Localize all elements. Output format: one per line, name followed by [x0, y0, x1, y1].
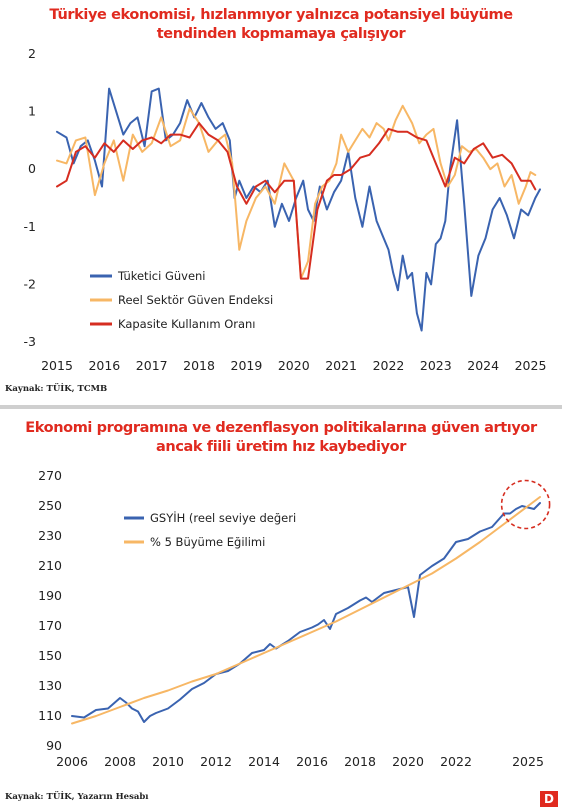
chart1-legend-label-2: Kapasite Kullanım Oranı: [118, 317, 256, 331]
chart2-y-tick-5: 170: [38, 618, 62, 633]
chart1-y-tick-2: 0: [28, 161, 36, 176]
chart2-y-tick-2: 230: [38, 528, 62, 543]
chart2-x-tick-0: 2006: [56, 754, 88, 769]
chart2-legend-label-0: GSYİH (reel seviye değeri: [150, 510, 296, 525]
chart2-y-tick-6: 150: [38, 648, 62, 663]
chart-divider: [0, 405, 562, 409]
chart1-x-tick-3: 2018: [183, 358, 215, 373]
chart1-legend-label-1: Reel Sektör Güven Endeksi: [118, 293, 273, 307]
chart2-title-line2: ancak fiili üretim hız kaybediyor: [156, 439, 406, 455]
chart2-y-tick-9: 90: [46, 738, 62, 753]
chart1-title-line2: tendinden kopmamaya çalışıyor: [156, 26, 406, 42]
chart1-x-tick-10: 2025: [515, 358, 547, 373]
chart2-x-tick-2: 2010: [152, 754, 184, 769]
chart1-y-tick-4: -2: [24, 276, 36, 291]
chart1-y-tick-3: -1: [24, 219, 36, 234]
chart1-x-tick-8: 2023: [420, 358, 452, 373]
chart1-x-tick-9: 2024: [467, 358, 499, 373]
chart1-x-tick-4: 2019: [231, 358, 263, 373]
chart2-legend-label-1: % 5 Büyüme Eğilimi: [150, 535, 265, 549]
chart1-x-tick-6: 2021: [325, 358, 357, 373]
chart2-x-tick-5: 2016: [296, 754, 328, 769]
chart2-series-line-1: [71, 496, 541, 725]
chart1-svg: 2 1 0 -1 -2 -3 2015 2016 2017 2018 2019 2020 2021 202…: [24, 46, 547, 373]
chart1-x-tick-5: 2020: [278, 358, 310, 373]
chart1-x-tick-0: 2015: [41, 358, 73, 373]
chart1-y-tick-1: 1: [28, 104, 36, 119]
chart2-title: Ekonomi programına ve dezenflasyon polit…: [0, 419, 562, 457]
chart2-x-tick-1: 2008: [104, 754, 136, 769]
chart1-y-tick-5: -3: [24, 334, 36, 349]
chart2-x-tick-6: 2018: [344, 754, 376, 769]
chart2-y-tick-1: 250: [38, 498, 62, 513]
chart2-title-line1: Ekonomi programına ve dezenflasyon polit…: [25, 420, 537, 436]
chart2-y-tick-8: 110: [38, 708, 62, 723]
chart2-x-tick-3: 2012: [200, 754, 232, 769]
chart2-highlight-circle: [500, 479, 551, 530]
chart2-x-tick-9: 2025: [512, 754, 544, 769]
chart1-legend-label-0: Tüketici Güveni: [117, 269, 206, 283]
chart1-title: Türkiye ekonomisi, hızlanmıyor yalnızca …: [0, 6, 562, 44]
chart1-y-tick-0: 2: [28, 46, 36, 61]
chart1-x-tick-2: 2017: [136, 358, 168, 373]
chart2-x-tick-4: 2014: [248, 754, 280, 769]
chart2-y-tick-3: 210: [38, 558, 62, 573]
chart2-y-tick-4: 190: [38, 588, 62, 603]
chart1-x-tick-7: 2022: [373, 358, 405, 373]
chart2-x-tick-8: 2022: [440, 754, 472, 769]
chart2-source: Kaynak: TÜİK, Yazarın Hesabı: [5, 792, 149, 802]
chart2-y-tick-7: 130: [38, 678, 62, 693]
publisher-logo: D: [540, 791, 558, 807]
chart1-x-tick-1: 2016: [88, 358, 120, 373]
chart1-source: Kaynak: TÜİK, TCMB: [5, 384, 108, 394]
chart1-series-line-2: [56, 122, 537, 280]
chart2-series-line-0: [71, 502, 541, 723]
chart1-title-line1: Türkiye ekonomisi, hızlanmıyor yalnızca …: [49, 7, 513, 23]
chart2-y-tick-0: 270: [38, 468, 62, 483]
chart2-x-tick-7: 2020: [392, 754, 424, 769]
